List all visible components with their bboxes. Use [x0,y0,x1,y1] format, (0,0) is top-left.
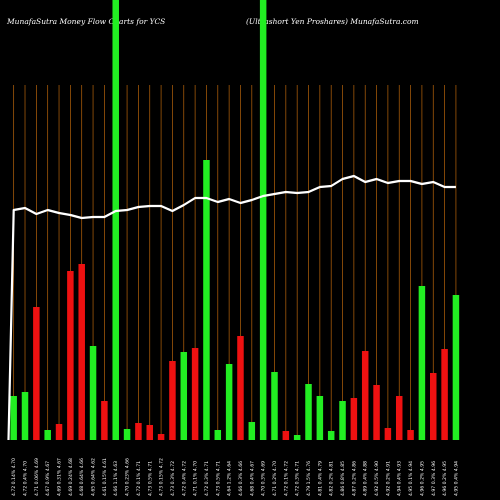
x-tick-label: 4.72 0.3% 4.71 [295,461,301,496]
bar [44,430,51,440]
x-tick-label: 4.94 0.4% 4.93 [397,461,403,496]
x-tick-label: 4.92 0.2% 4.91 [385,461,391,496]
bar [33,307,40,440]
x-tick-label: 4.71 0.06% 4.69 [34,458,40,496]
x-tick-label: 4.96 0.2% 4.95 [442,461,448,496]
x-tick-label: 4.68 0.4% 4.67 [249,461,255,496]
bar [430,373,437,440]
x-tick-label: 4.72 0.3% 4.71 [204,461,210,496]
x-tick-label: 4.72 0.4% 4.72 [181,461,187,496]
x-tick-label: 4.96 0.2% 4.95 [419,461,425,496]
bar [214,430,222,440]
x-tick-label: 4.73 0.15% 4.72 [159,458,165,496]
bar [10,396,17,440]
x-tick-label: 4.73 0.5% 4.71 [147,461,153,496]
x-tick-label: 4.61 0.15% 4.61 [102,458,108,496]
bar [55,424,63,440]
x-tick-label: 4.81 0.4% 4.79 [317,461,323,496]
bar [316,396,324,440]
x-tick-label: 4.72 0.1% 4.71 [136,461,142,496]
x-tick-label: 4.95 0.4% 4.94 [453,461,459,496]
bar [441,349,448,440]
bar [293,435,301,440]
x-tick-label: 4.67 0.9% 4.67 [45,461,51,496]
bar [361,351,369,440]
bar [373,385,380,440]
bar [271,372,278,440]
bar [180,352,188,440]
x-tick-label: 4.65 0.64% 4.62 [91,458,97,496]
bar [146,425,153,440]
x-tick-label: 4.72 0.1% 4.72 [283,461,289,496]
bar [123,429,131,440]
x-tick-label: 4.95 0.1% 4.94 [408,461,414,496]
bar [157,434,165,440]
x-tick-label: 4.86 0.8% 4.85 [340,461,346,496]
chart-header-left: MunafaSutra Money Flow Charts for YCS [7,17,166,26]
bar [248,422,256,440]
bar [339,401,346,440]
x-tick-label: 4.69 0.24% 4.68 [68,458,74,496]
x-tick-label: 4.73 0.3% 4.72 [170,461,176,496]
bar [350,398,358,440]
bar [259,0,267,440]
bar [135,423,142,440]
bar [225,364,233,440]
bar [407,430,414,440]
bar [101,401,108,440]
x-tick-label: 4.79 1.5% 4.76 [306,461,312,496]
x-tick-label: 4.68 0.64% 4.66 [79,458,85,496]
x-tick-label: 4.64 1.2% 4.64 [227,461,233,496]
x-tick-label: 4.72 0.4% 4.70 [23,461,29,496]
bar [395,396,403,440]
bar [191,348,199,440]
x-tick-label: 4.71 0.2% 4.70 [272,461,278,496]
bar [169,361,176,440]
x-tick-label: 4.82 0.2% 4.81 [329,461,335,496]
x-tick-label: 4.66 1.1% 4.63 [113,461,119,496]
bar [327,431,335,440]
bar [305,384,312,440]
x-tick-label: 4.69 0.31% 4.67 [57,458,63,496]
x-tick-label: 4.71 0.1% 4.70 [193,461,199,496]
x-tick-label: 4.92 0.5% 4.90 [374,461,380,496]
bar [452,295,460,440]
bar [384,428,392,440]
bar [203,160,210,440]
x-tick-label: 4.97 0.3% 4.96 [431,461,437,496]
bar [112,0,119,440]
x-tick-label: 4.89 0.4% 4.88 [363,461,369,496]
bar [78,264,85,440]
bar [21,392,29,440]
money-flow-line [7,174,456,441]
bar [89,346,97,440]
x-tick-label: 4.87 0.2% 4.86 [351,461,357,496]
x-tick-label: 4.66 0.3% 4.66 [238,461,244,496]
bar [418,286,426,440]
bar [67,271,74,440]
bar [237,336,244,440]
x-tick-label: 4.73 0.5% 4.71 [215,461,221,496]
chart-header-right: (Ultrashort Yen Proshares) MunafaSutra.c… [246,17,419,26]
x-tick-label: 4.70 0.23% 4.66 [125,458,131,496]
x-tick-label: 4.70 0.3% 4.69 [261,461,267,496]
x-tick-label: 4.72 0.14% 4.70 [11,458,17,496]
bar [282,431,290,440]
